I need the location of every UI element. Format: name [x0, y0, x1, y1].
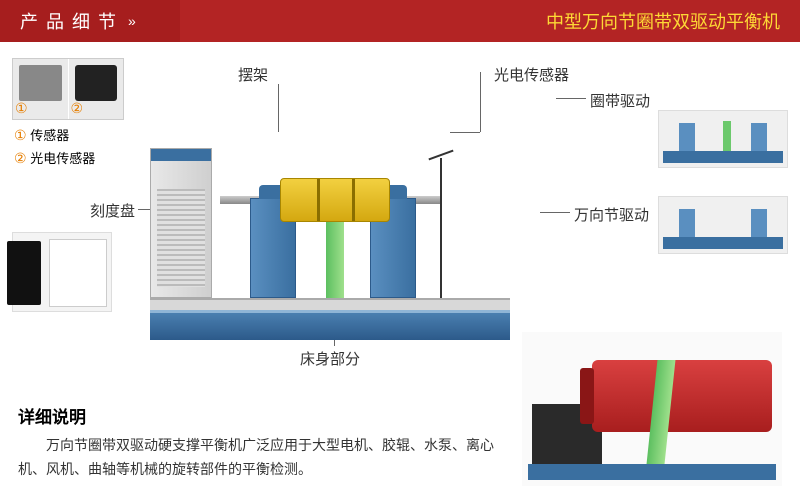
sensor-num-1: ① — [15, 100, 28, 117]
legend-photo-sensor: 光电传感器 — [30, 151, 95, 166]
callout-scale-dial: 刻度盘 — [90, 200, 135, 221]
ujoint-drive-thumb — [658, 196, 788, 254]
scale-dial-thumb — [12, 232, 112, 312]
belt-drive-thumb — [658, 110, 788, 168]
sensor-num-2: ② — [71, 100, 84, 117]
sensor-thumbnails: ① ② — [12, 58, 124, 120]
callout-swing-frame: 摆架 — [238, 64, 268, 85]
leader-line — [540, 212, 570, 213]
description-title: 详细说明 — [18, 403, 498, 428]
description-block: 详细说明 万向节圈带双驱动硬支撑平衡机广泛应用于大型电机、胶辊、水泵、离心机、风… — [18, 403, 498, 482]
callout-belt-drive: 圈带驱动 — [590, 90, 650, 111]
photo-sensor-icon — [75, 65, 118, 101]
header-left-text: 产品细节 — [20, 8, 124, 34]
legend-num-1: ① — [14, 127, 27, 143]
red-rotor-photo — [522, 332, 782, 486]
legend-num-2: ② — [14, 150, 27, 166]
header-title-right: 中型万向节圈带双驱动平衡机 — [180, 0, 800, 42]
sensor-legend: ① 传感器 ② 光电传感器 — [14, 124, 95, 170]
callout-bed: 床身部分 — [300, 348, 360, 369]
leader-line — [556, 98, 586, 99]
callout-photo-sensor: 光电传感器 — [494, 64, 569, 85]
legend-sensor: 传感器 — [30, 128, 69, 143]
sensor-icon — [19, 65, 62, 101]
chevron-icon: » — [128, 13, 132, 29]
description-body: 万向节圈带双驱动硬支撑平衡机广泛应用于大型电机、胶辊、水泵、离心机、风机、曲轴等… — [18, 434, 498, 482]
header-title-left: 产品细节» — [0, 0, 180, 42]
diagram-content: ① ② ① 传感器 ② 光电传感器 刻度盘 摆架 光电传感器 圈带驱动 万向节驱… — [0, 42, 800, 500]
callout-ujoint-drive: 万向节驱动 — [574, 204, 649, 225]
main-machine-illustration — [150, 120, 510, 340]
